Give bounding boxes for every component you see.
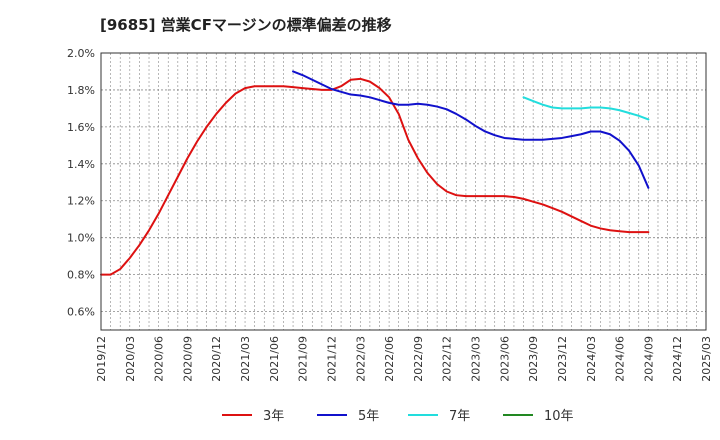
x-tick-label: 2020/09 (181, 336, 194, 382)
series-line-3 (522, 96, 650, 121)
x-axis: 2019/12 2020/03 2020/06 2020/09 2020/12 2021/… (95, 336, 713, 382)
x-tick-label: 2024/12 (671, 336, 684, 382)
legend-label-1: 3年 (263, 409, 284, 424)
x-tick-label: 2020/03 (124, 336, 137, 382)
y-tick-label: 1.4% (67, 158, 95, 171)
x-tick-label: 2022/12 (441, 336, 454, 382)
x-tick-label: 2023/03 (470, 336, 483, 382)
x-tick-label: 2023/09 (527, 336, 540, 382)
x-tick-label: 2021/12 (325, 336, 338, 382)
plot-frame (100, 52, 707, 331)
y-tick-label: 0.6% (67, 306, 95, 319)
x-tick-label: 2023/06 (498, 336, 511, 382)
x-tick-label: 2024/06 (614, 336, 627, 382)
y-tick-label: 1.0% (67, 232, 95, 245)
legend: 3年 5年 7年 10年 (222, 409, 574, 424)
x-tick-label: 2025/03 (700, 336, 713, 382)
x-tick-label: 2020/12 (210, 336, 223, 382)
series-line-1 (100, 77, 650, 276)
x-tick-label: 2024/09 (642, 336, 655, 382)
y-axis: 0.6% 0.8% 1.0% 1.2% 1.4% 1.6% 1.8% 2.0% (67, 47, 95, 319)
x-tick-label: 2024/03 (585, 336, 598, 382)
x-tick-label: 2023/12 (556, 336, 569, 382)
y-tick-label: 1.8% (67, 84, 95, 97)
y-tick-label: 2.0% (67, 47, 95, 60)
x-tick-label: 2021/06 (268, 336, 281, 382)
legend-label-4: 10年 (544, 409, 574, 424)
legend-label-2: 5年 (358, 409, 379, 424)
series-layer (100, 70, 650, 276)
series-line-2 (292, 70, 650, 189)
x-tick-label: 2022/06 (383, 336, 396, 382)
y-tick-label: 1.6% (67, 121, 95, 134)
y-tick-label: 0.8% (67, 269, 95, 282)
y-tick-label: 1.2% (67, 195, 95, 208)
x-tick-label: 2019/12 (95, 336, 108, 382)
legend-label-3: 7年 (449, 409, 470, 424)
chart-title: [9685] 営業CFマージンの標準偏差の推移 (100, 16, 392, 34)
x-tick-label: 2021/09 (297, 336, 310, 382)
x-tick-label: 2020/06 (153, 336, 166, 382)
x-tick-label: 2021/03 (239, 336, 252, 382)
x-tick-label: 2022/09 (412, 336, 425, 382)
x-tick-label: 2022/03 (354, 336, 367, 382)
plot-area (101, 53, 706, 330)
